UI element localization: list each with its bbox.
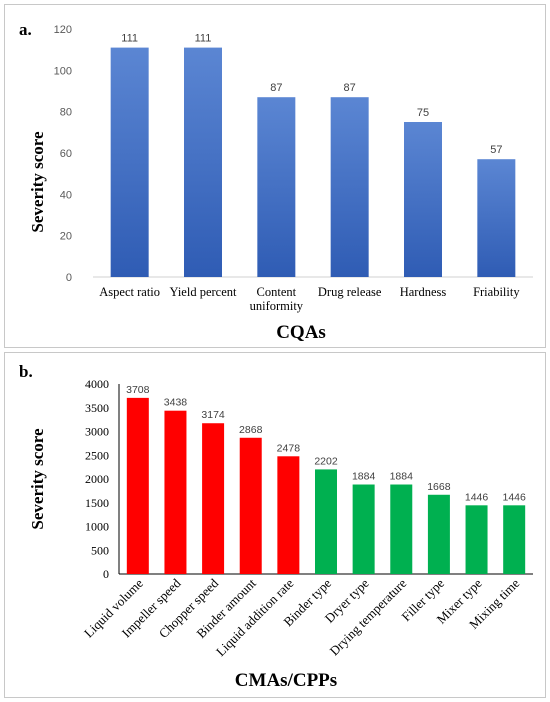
bar [315,469,337,574]
category-label: Content uniformity [250,285,304,313]
x-axis-label-a: CQAs [276,322,326,343]
y-axis-label-a: Severity score [28,131,47,233]
category-label: Yield percent [170,285,238,299]
y-tick-label: 120 [54,24,72,36]
data-label: 1446 [465,491,489,503]
data-label: 111 [121,33,138,45]
data-label: 75 [417,107,429,119]
category-label: Drug release [318,285,382,299]
y-tick-label: 0 [66,272,72,284]
bar [330,97,369,277]
y-tick-label: 100 [54,65,72,77]
y-axis-label-b: Severity score [28,428,47,530]
y-tick-label: 60 [60,148,72,160]
panel-label-a: a. [19,20,32,39]
bar [239,437,262,574]
y-tick-label: 1000 [85,520,109,534]
bar [404,122,442,277]
category-label: Hardness [400,285,447,299]
data-label: 1668 [427,481,451,493]
y-tick-label: 4000 [85,377,109,391]
data-label: 1884 [352,471,376,483]
y-axis-ticks-b: 0 500 1000 1500 2000 2500 3000 3500 4000 [85,377,533,581]
data-label: 87 [270,82,282,94]
bar [427,494,450,574]
bar [352,484,375,574]
bar [277,456,300,574]
bar [110,47,149,277]
y-tick-label: 3000 [85,425,109,439]
x-axis-label-b: CMAs/CPPs [235,670,337,691]
bar [477,159,516,277]
data-label: 87 [344,82,356,94]
bar [503,505,526,574]
data-label: 3438 [164,397,188,409]
bar [390,484,413,574]
chart-panel-b: b. Severity score CMAs/CPPs 0 500 1000 1500… [4,352,546,698]
bar [184,47,222,277]
y-tick-label: 20 [60,231,72,243]
y-tick-label: 3500 [85,401,109,415]
category-label: Friability [473,285,520,299]
data-label: 1884 [390,471,414,483]
y-tick-label: 1500 [85,496,109,510]
bar [164,410,187,574]
y-tick-label: 500 [91,543,109,557]
y-tick-label: 2500 [85,448,109,462]
chart-a: a. Severity score CQAs 0 20 40 60 80 100 120 1… [19,20,533,343]
bar [465,505,488,574]
chart-b: b. Severity score CMAs/CPPs 0 500 1000 1500… [19,362,533,691]
data-label: 2868 [239,424,263,436]
data-label: 57 [490,144,502,156]
y-tick-label: 2000 [85,472,109,486]
bar [126,397,149,574]
bars-a: 111 Aspect ratio 111 Yield percent 87 Content… [99,33,520,313]
bar [202,423,225,574]
data-label: 3174 [201,409,225,421]
bar [257,97,296,277]
data-label: 1446 [503,491,527,503]
data-label: 3708 [126,384,150,396]
panel-label-b: b. [19,362,33,381]
y-tick-label: 0 [103,567,109,581]
category-label: Aspect ratio [99,285,160,299]
y-axis-ticks-a: 0 20 40 60 80 100 120 [54,24,533,284]
chart-panel-a: a. Severity score CQAs 0 20 40 60 80 100 120 1… [4,4,546,348]
y-tick-label: 40 [60,189,72,201]
data-label: 111 [195,33,212,45]
y-tick-label: 80 [60,107,72,119]
data-label: 2202 [314,455,338,467]
data-label: 2478 [277,442,301,454]
